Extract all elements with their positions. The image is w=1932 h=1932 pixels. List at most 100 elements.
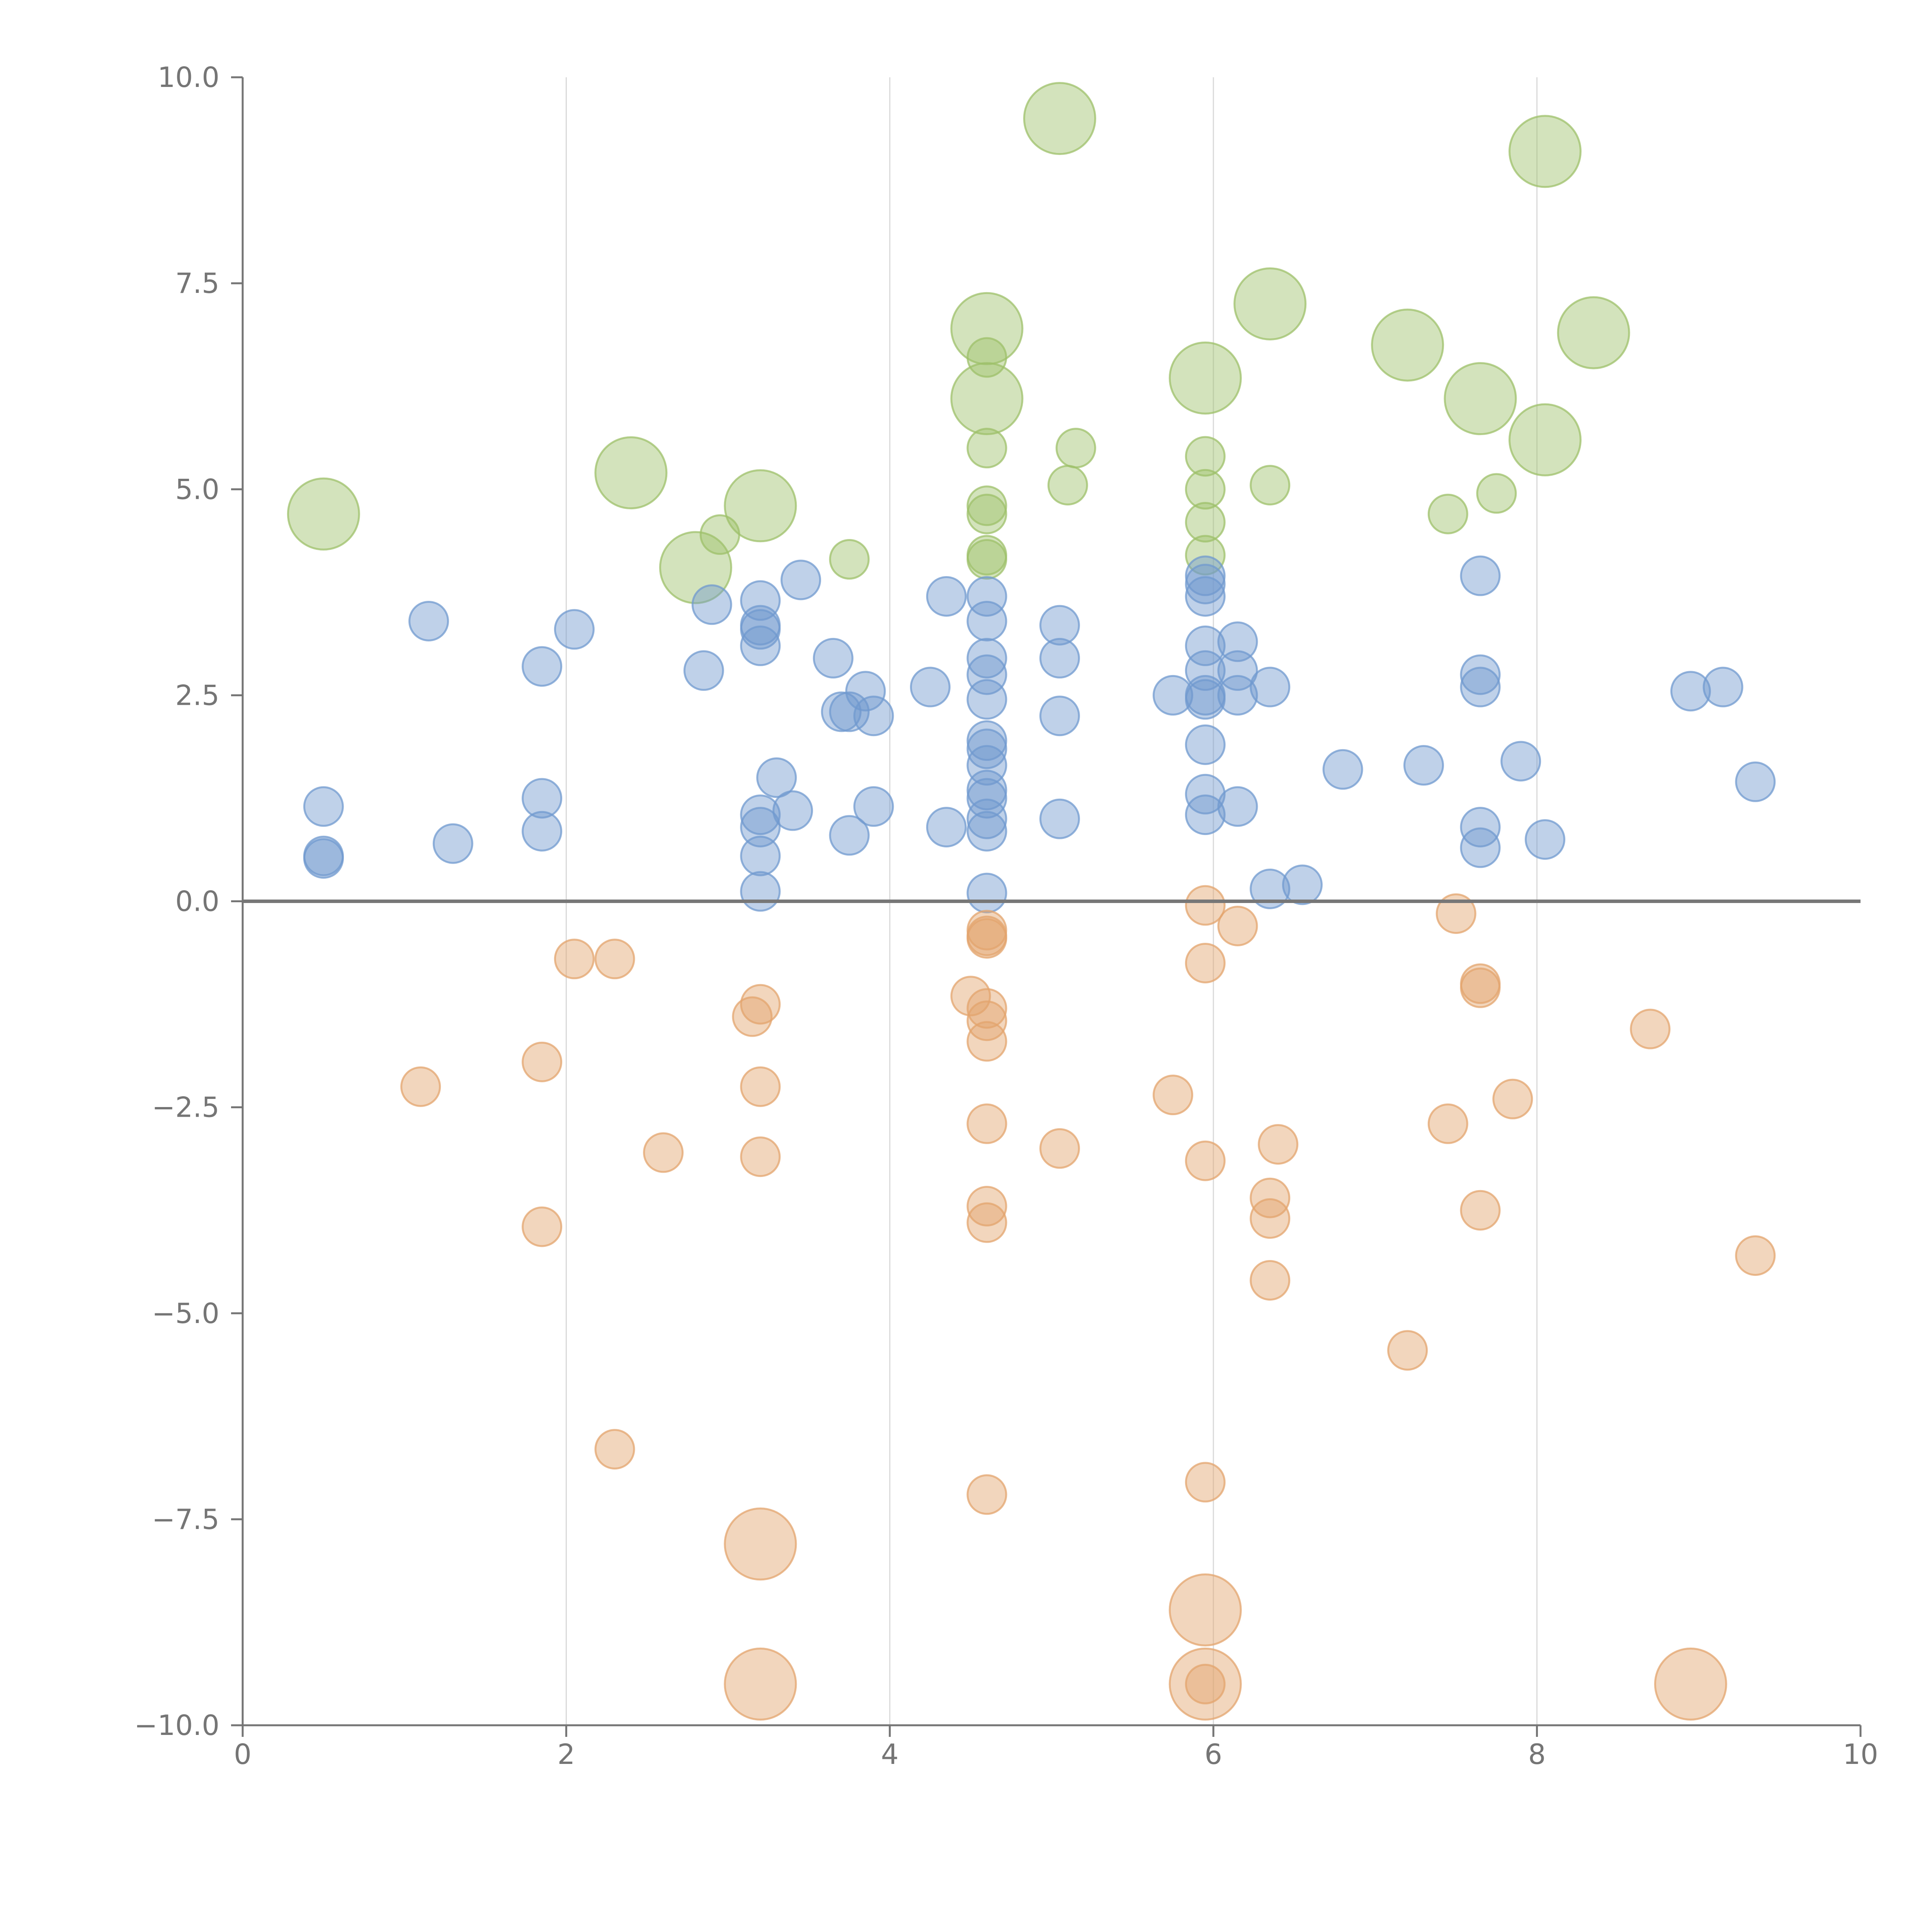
orange-bubble-12 (724, 1647, 797, 1721)
blue-bubble-50 (1185, 555, 1226, 596)
orange-bubble-8 (732, 996, 773, 1037)
orange-bubble-25 (1153, 1075, 1194, 1116)
bubble-layer (287, 82, 1776, 1721)
green-bubble-10 (966, 485, 1007, 526)
green-bubble-13 (966, 539, 1007, 580)
blue-bubble-44 (966, 872, 1007, 913)
green-bubble-16 (1055, 428, 1096, 469)
green-bubble-1 (594, 436, 668, 510)
orange-bubble-2 (522, 1206, 563, 1247)
blue-bubble-10 (691, 584, 732, 625)
orange-bubble-46 (1654, 1647, 1727, 1721)
green-bubble-29 (1509, 403, 1582, 476)
blue-bubble-64 (1250, 667, 1291, 707)
blue-bubble-65 (1250, 869, 1291, 910)
orange-bubble-19 (966, 1021, 1007, 1062)
orange-bubble-0 (400, 1066, 441, 1107)
orange-bubble-10 (740, 1136, 781, 1177)
green-bubble-15 (1047, 465, 1088, 506)
orange-bubble-40 (1435, 893, 1476, 934)
blue-bubble-49 (1153, 675, 1194, 716)
x-tick-label-10: 10 (1843, 1738, 1878, 1770)
blue-bubble-38 (966, 728, 1007, 769)
blue-bubble-69 (1460, 555, 1501, 596)
orange-bubble-35 (1250, 1198, 1291, 1239)
blue-bubble-28 (853, 786, 894, 827)
orange-bubble-32 (1185, 1663, 1226, 1704)
blue-bubble-9 (683, 650, 724, 691)
green-bubble-21 (1185, 535, 1226, 576)
blue-bubble-29 (910, 667, 951, 707)
blue-bubble-24 (829, 815, 870, 856)
blue-bubble-30 (926, 576, 967, 617)
blue-bubble-66 (1282, 864, 1323, 905)
y-tick-label-2: 5.0 (175, 473, 219, 505)
blue-bubble-41 (966, 778, 1007, 819)
orange-bubble-13 (950, 976, 991, 1017)
axes: 0 2 4 6 8 10 10.0 7.5 5.0 2.5 0.0 −2.5 −5.0 −7.5 −10.0 (134, 61, 1878, 1770)
blue-bubble-21 (781, 560, 821, 600)
y-tick-label-0: 10.0 (158, 61, 219, 94)
orange-bubble-5 (594, 1429, 635, 1470)
blue-bubble-31 (926, 807, 967, 848)
blue-bubble-17 (740, 835, 781, 876)
orange-bubble-22 (966, 1202, 1007, 1243)
blue-bubble-11 (740, 580, 781, 621)
blue-bubble-34 (966, 638, 1007, 679)
blue-bubble-36 (966, 679, 1007, 720)
orange-bubble-36 (1250, 1260, 1291, 1301)
orange-bubble-17 (966, 988, 1007, 1029)
orange-bubble-47 (1735, 1235, 1776, 1276)
green-bubble-23 (1250, 465, 1291, 506)
green-bubble-30 (1557, 296, 1630, 369)
green-bubble-18 (1185, 436, 1226, 477)
blue-bubble-22 (813, 638, 854, 679)
green-bubble-20 (1185, 502, 1226, 543)
blue-bubble-54 (1185, 650, 1226, 691)
blue-bubble-57 (1185, 724, 1226, 765)
blue-bubble-68 (1403, 745, 1444, 786)
blue-bubble-61 (1217, 650, 1258, 691)
orange-bubble-11 (724, 1507, 797, 1581)
blue-bubble-19 (756, 757, 797, 798)
blue-bubble-39 (966, 745, 1007, 786)
orange-bubble-1 (522, 1041, 563, 1082)
x-tick-label-0: 0 (234, 1738, 252, 1770)
blue-bubble-62 (1217, 675, 1258, 716)
x-tick-label-2: 2 (557, 1738, 575, 1770)
orange-bubble-16 (966, 918, 1007, 959)
blue-bubble-18 (740, 871, 781, 912)
blue-bubble-60 (1217, 621, 1258, 662)
green-bubble-26 (1444, 362, 1517, 435)
blue-bubble-40 (966, 770, 1007, 811)
blue-bubble-76 (1670, 671, 1711, 712)
orange-bubble-30 (1168, 1573, 1242, 1646)
x-tick-label-4: 4 (881, 1738, 899, 1770)
y-tick-label-5: −2.5 (152, 1091, 219, 1124)
green-bubble-0 (287, 477, 360, 551)
blue-bubble-48 (1039, 798, 1080, 839)
blue-bubble-56 (1185, 679, 1226, 720)
blue-bubble-74 (1500, 741, 1541, 782)
blue-bubble-45 (1039, 605, 1080, 646)
orange-bubble-6 (643, 1132, 684, 1173)
x-tick-label-8: 8 (1528, 1738, 1546, 1770)
green-bubble-22 (1233, 267, 1307, 340)
green-bubble-7 (966, 337, 1007, 378)
blue-bubble-72 (1460, 807, 1501, 848)
blue-bubble-43 (966, 811, 1007, 852)
blue-bubble-67 (1322, 749, 1363, 790)
blue-bubble-8 (554, 609, 595, 650)
green-bubble-6 (950, 292, 1024, 365)
green-bubble-8 (950, 362, 1024, 435)
green-bubble-11 (966, 493, 1007, 534)
orange-bubble-44 (1492, 1078, 1533, 1119)
green-bubble-14 (1023, 82, 1096, 155)
blue-bubble-3 (408, 600, 449, 641)
orange-bubble-43 (1460, 1190, 1501, 1231)
blue-bubble-63 (1217, 786, 1258, 827)
blue-bubble-47 (1039, 696, 1080, 736)
orange-bubble-28 (1185, 1140, 1226, 1181)
y-tick-label-8: −10.0 (134, 1709, 219, 1742)
orange-bubble-23 (966, 1474, 1007, 1515)
